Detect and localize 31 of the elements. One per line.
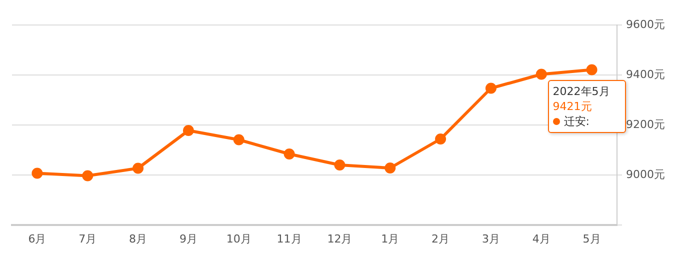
y-tick-label: 9000元: [626, 168, 665, 181]
point: [82, 170, 94, 182]
x-tick-label: 4月: [532, 232, 550, 246]
point: [182, 125, 194, 136]
y-tick-label: 9200元: [626, 118, 665, 131]
x-tick-label: 2月: [432, 232, 450, 246]
point: [32, 168, 43, 179]
point: [384, 162, 396, 174]
point: [485, 82, 496, 94]
data-label: 9421元: [552, 98, 593, 114]
point: [233, 134, 244, 146]
point: [334, 160, 346, 170]
x-tick-label: 10月: [226, 232, 252, 246]
x-tick-label: 12月: [327, 232, 352, 246]
x-tick-label: 3月: [482, 232, 500, 246]
x-tick-label: 11月: [276, 232, 302, 246]
point: [284, 148, 295, 160]
point: [586, 64, 598, 76]
x-tick-label: 1月: [381, 232, 400, 246]
y-tick-label: 9600元: [626, 18, 665, 31]
x-tick-label: 6月: [28, 232, 46, 246]
point: [435, 134, 446, 144]
point: [536, 68, 547, 80]
annotation: 2022年5月: [552, 84, 611, 99]
x-tick-label: 9月: [179, 232, 198, 246]
point: [132, 162, 144, 174]
x-tick-label: 8月: [129, 232, 148, 246]
legend-label: 迁安:: [564, 114, 590, 128]
x-tick-label: 7月: [78, 232, 97, 246]
x-tick-label: 5月: [582, 232, 601, 246]
y-tick-label: 9400元: [626, 68, 665, 81]
